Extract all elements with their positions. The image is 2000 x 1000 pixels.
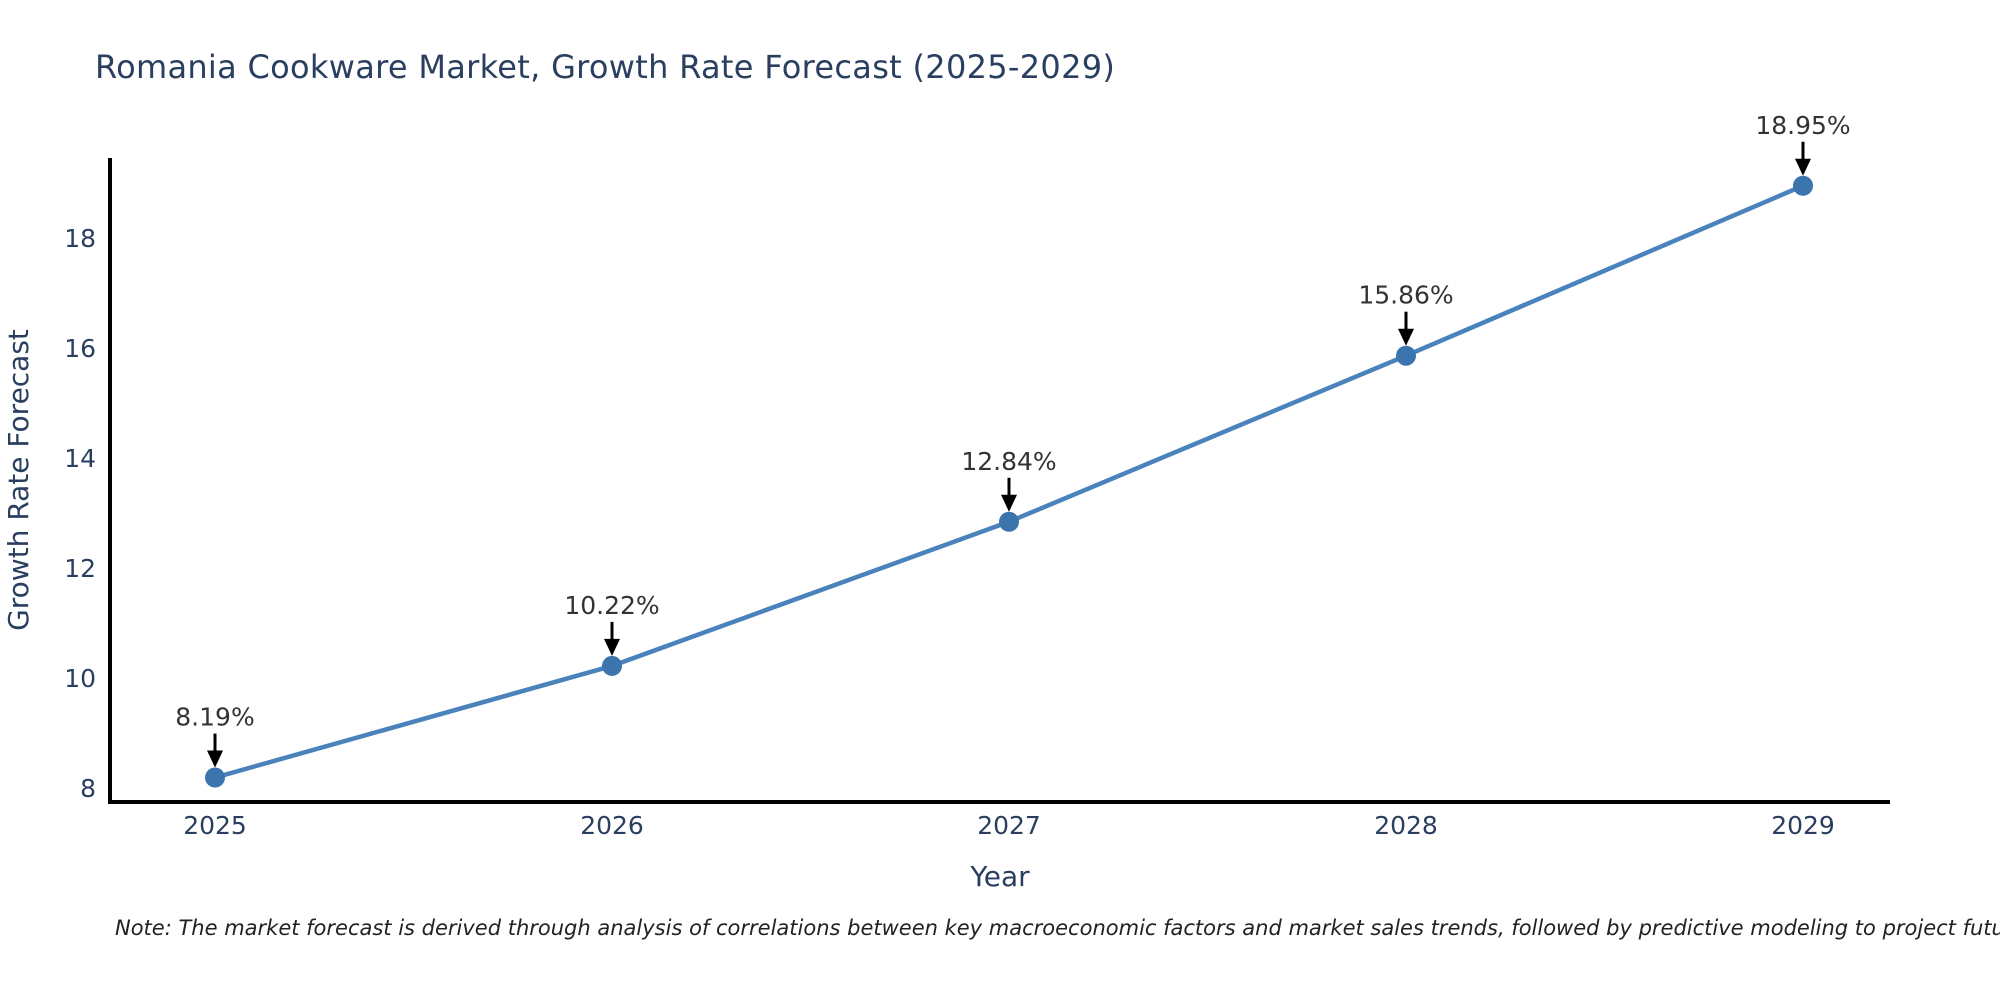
y-tick-label: 14 — [64, 444, 96, 473]
y-tick-label: 16 — [64, 334, 96, 363]
x-axis-title: Year — [969, 860, 1030, 893]
x-tick-label: 2025 — [183, 811, 247, 840]
y-tick-label: 8 — [80, 774, 96, 803]
footnote: Note: The market forecast is derived thr… — [115, 916, 2000, 940]
annotation-arrowhead — [604, 638, 620, 656]
x-tick-label: 2028 — [1374, 811, 1438, 840]
annotation-arrowhead — [1795, 158, 1811, 176]
annotation-arrowhead — [1398, 328, 1414, 346]
data-point-2027 — [999, 511, 1019, 532]
point-value-label: 10.22% — [564, 591, 659, 620]
x-tick-label: 2026 — [580, 811, 644, 840]
point-value-label: 12.84% — [961, 447, 1056, 476]
annotation-arrowhead — [207, 750, 223, 768]
x-tick-label: 2029 — [1771, 811, 1835, 840]
y-axis-title: Growth Rate Forecast — [2, 329, 35, 631]
data-point-2029 — [1793, 175, 1813, 196]
data-point-2026 — [602, 655, 622, 676]
point-value-label: 18.95% — [1755, 111, 1850, 140]
point-value-label: 8.19% — [175, 703, 254, 732]
y-tick-label: 18 — [64, 224, 96, 253]
y-tick-label: 10 — [64, 664, 96, 693]
data-point-2025 — [205, 767, 225, 788]
y-tick-label: 12 — [64, 554, 96, 583]
x-tick-label: 2027 — [977, 811, 1041, 840]
data-point-2028 — [1396, 345, 1416, 366]
chart-title: Romania Cookware Market, Growth Rate For… — [95, 48, 1116, 86]
point-value-label: 15.86% — [1358, 281, 1453, 310]
annotation-arrowhead — [1001, 494, 1017, 512]
